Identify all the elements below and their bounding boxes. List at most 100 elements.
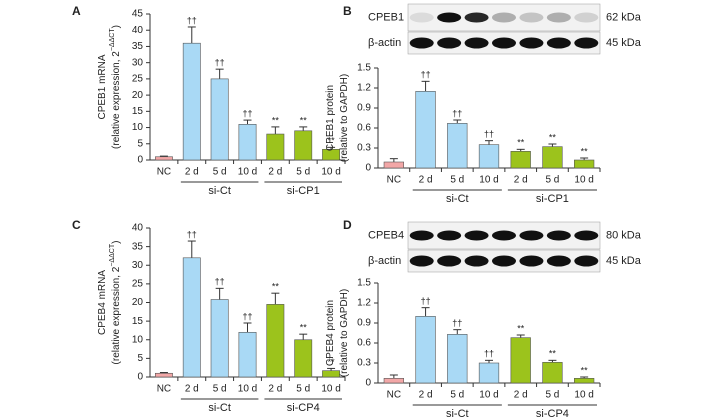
significance-mark: †† <box>242 108 252 118</box>
y-tick-label: 0.3 <box>357 143 371 154</box>
y-tick-label: 1.5 <box>357 278 371 289</box>
x-tick-label: 2 d <box>185 167 199 178</box>
bar <box>510 151 531 169</box>
blot-label: CPEB4 <box>368 229 404 241</box>
x-tick-label: 10 d <box>238 167 257 178</box>
blot-size: 45 kDa <box>606 37 642 49</box>
x-tick-label: 2 d <box>419 390 433 401</box>
y-axis-label-sup: −ΔΔCT <box>109 243 116 266</box>
x-tick-label: 5 d <box>296 384 310 395</box>
blot-label: CPEB1 <box>368 11 404 23</box>
blot-band <box>574 12 599 23</box>
blot-band <box>409 37 434 49</box>
bar <box>294 339 313 378</box>
y-axis-label: (relative expression, 2−ΔΔCT) <box>109 241 122 365</box>
blot-band <box>409 12 434 23</box>
y-tick-label: 10 <box>132 122 144 133</box>
significance-mark: ** <box>517 323 525 333</box>
group-label: si-CP4 <box>536 408 569 419</box>
bar <box>266 304 285 378</box>
blot-band <box>546 230 571 241</box>
y-axis-label-end: ) <box>111 25 122 28</box>
x-tick-label: 10 d <box>574 390 593 401</box>
blot-band <box>574 255 599 267</box>
significance-mark: ** <box>328 357 336 367</box>
bar <box>574 378 595 384</box>
y-tick-label: 0 <box>365 378 371 389</box>
y-axis-label-line: (relative to GAPDH) <box>339 74 350 162</box>
y-tick-label: 40 <box>132 223 144 234</box>
blot-band <box>409 230 434 241</box>
group-label: si-Ct <box>208 185 231 197</box>
blot-size: 62 kDa <box>606 11 642 23</box>
bar <box>322 148 341 161</box>
blot-band <box>464 37 489 49</box>
y-tick-label: 35 <box>132 41 144 52</box>
significance-mark: ** <box>549 132 557 142</box>
blot-band <box>519 37 544 49</box>
blot-band <box>574 230 599 241</box>
y-tick-label: 10 <box>132 334 144 345</box>
blot-size: 45 kDa <box>606 255 642 267</box>
y-tick-label: 30 <box>132 57 144 68</box>
blot-band <box>492 12 516 23</box>
y-tick-label: 15 <box>132 106 144 117</box>
bar <box>415 91 436 169</box>
group-label: si-CP1 <box>287 185 320 197</box>
y-tick-label: 0.6 <box>357 338 371 349</box>
bar <box>478 362 500 384</box>
significance-mark: †† <box>215 277 225 287</box>
x-tick-label: 10 d <box>321 384 340 395</box>
x-tick-label: 10 d <box>238 384 257 395</box>
x-tick-label: 5 d <box>213 167 227 178</box>
bar <box>210 78 229 161</box>
x-tick-label: NC <box>157 167 171 178</box>
blot-band <box>492 255 516 267</box>
bar <box>154 156 173 161</box>
x-tick-label: 10 d <box>479 175 498 186</box>
blot-band <box>464 12 489 23</box>
blot-band <box>546 37 571 49</box>
blot-band <box>519 230 544 241</box>
blot-band <box>437 37 462 49</box>
panel-letter: A <box>72 4 81 18</box>
bar <box>383 378 404 384</box>
y-tick-label: 1.2 <box>357 83 371 94</box>
blot-label: β-actin <box>368 255 401 267</box>
y-axis-label: (relative to GAPDH) <box>339 74 350 162</box>
panel-letter: B <box>343 4 352 18</box>
bar <box>266 133 285 161</box>
x-tick-label: NC <box>387 390 401 401</box>
y-tick-label: 5 <box>137 138 143 149</box>
bar <box>238 124 257 161</box>
y-axis-label: CPEB4 protein <box>325 300 336 366</box>
y-tick-label: 1.5 <box>357 63 371 74</box>
x-tick-label: 2 d <box>514 390 528 401</box>
bar <box>182 42 201 161</box>
y-tick-label: 1.2 <box>357 298 371 309</box>
bar <box>542 362 563 384</box>
x-tick-label: 5 d <box>296 167 310 178</box>
bar <box>478 144 500 169</box>
y-tick-label: 45 <box>132 9 144 20</box>
bar <box>322 370 341 378</box>
y-tick-label: 0 <box>137 155 143 166</box>
y-axis-label-line: (relative expression, 2 <box>111 266 122 364</box>
y-tick-label: 0.9 <box>357 103 371 114</box>
group-label: si-Ct <box>446 408 469 419</box>
y-tick-label: 40 <box>132 25 144 36</box>
blot-size: 80 kDa <box>606 229 642 241</box>
x-tick-label: 10 d <box>321 167 340 178</box>
blot-band <box>437 255 462 267</box>
group-label: si-Ct <box>446 193 469 205</box>
panel-letter: C <box>72 218 81 232</box>
significance-mark: ** <box>549 349 557 359</box>
significance-mark: †† <box>187 229 197 239</box>
bar <box>294 130 313 161</box>
y-tick-label: 15 <box>132 316 144 327</box>
x-tick-label: 2 d <box>268 384 282 395</box>
y-tick-label: 0.3 <box>357 358 371 369</box>
group-label: si-Ct <box>208 402 231 414</box>
bar <box>447 334 468 384</box>
significance-mark: ** <box>517 138 525 148</box>
